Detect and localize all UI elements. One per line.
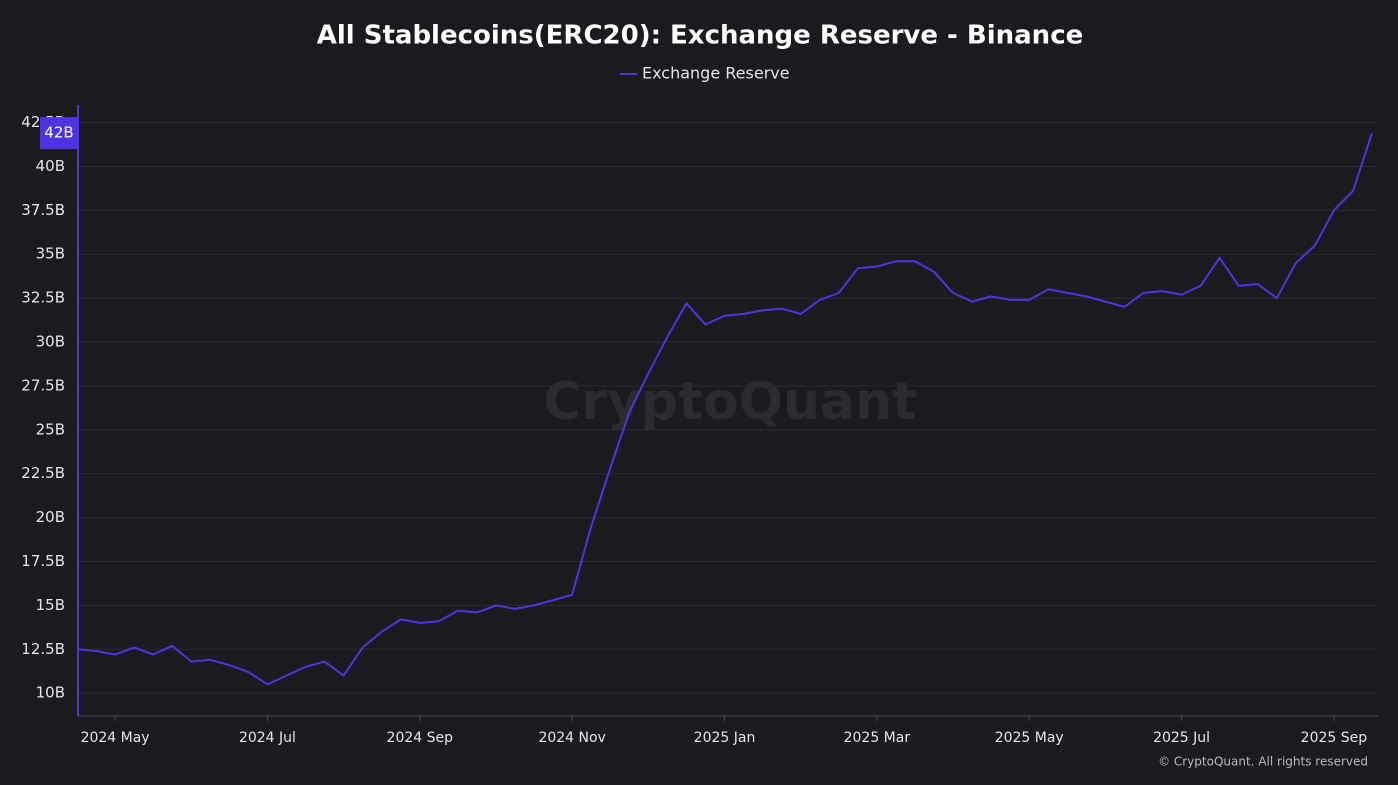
plot — [76, 132, 1373, 686]
y-tick-label: 25B — [36, 420, 65, 438]
y-tick-label: 35B — [36, 245, 65, 263]
x-tick-label: 2025 May — [995, 730, 1064, 746]
x-tick-label: 2025 Jul — [1153, 730, 1210, 746]
y-tick-label: 32.5B — [21, 289, 65, 307]
x-tick-label: 2024 May — [81, 730, 150, 746]
last-value-badge — [40, 117, 78, 150]
y-tick-label: 17.5B — [21, 552, 65, 570]
x-tick-label: 2025 Mar — [844, 730, 911, 746]
x-tick-label: 2024 Jul — [239, 730, 296, 746]
y-tick-label: 12.5B — [21, 640, 65, 658]
watermark: CryptoQuant — [543, 372, 917, 432]
y-tick-label: 30B — [36, 333, 65, 351]
last-value-label: 42B — [44, 124, 73, 142]
x-tick-label: 2025 Sep — [1301, 730, 1368, 746]
chart-title: All Stablecoins(ERC20): Exchange Reserve… — [317, 21, 1084, 51]
y-tick-label: 22.5B — [21, 464, 65, 482]
axes: 10B 12.5B 15B 17.5B 20B 22.5B 25B 27.5B 30B 32.5B… — [21, 105, 1378, 746]
y-tick-label: 27.5B — [21, 376, 65, 394]
y-tick-label: 37.5B — [21, 201, 65, 219]
y-tick-label: 20B — [36, 508, 65, 526]
data-line — [76, 132, 1373, 686]
legend-label: Exchange Reserve — [642, 64, 790, 83]
copyright: © CryptoQuant. All rights reserved — [1158, 755, 1368, 769]
y-tick-label: 15B — [36, 596, 65, 614]
y-tick-label: 10B — [36, 684, 65, 702]
y-tick-label: 40B — [36, 157, 65, 175]
x-tick-label: 2024 Nov — [538, 730, 605, 746]
x-tick-label: 2025 Jan — [694, 730, 756, 746]
grid — [78, 122, 1378, 694]
x-tick-label: 2024 Sep — [387, 730, 454, 746]
